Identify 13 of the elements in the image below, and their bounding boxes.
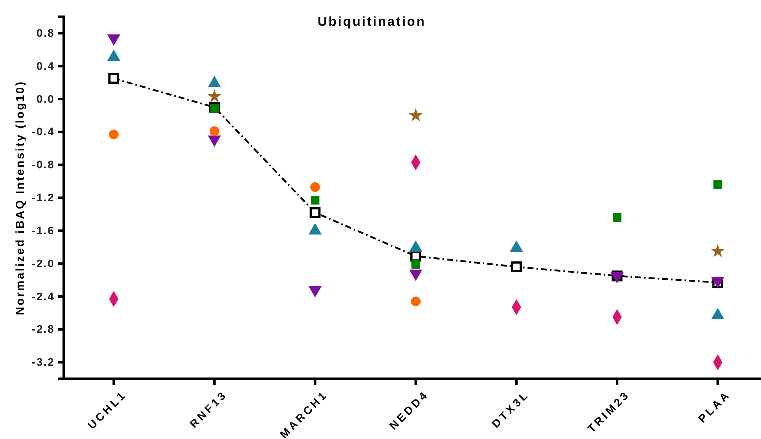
y-tick-label: -2.4 — [32, 291, 55, 304]
y-tick-label: -3.2 — [32, 357, 55, 370]
y-tick-label: -2.0 — [32, 258, 55, 270]
y-tick-label: -0.8 — [32, 160, 55, 172]
y-tick-label: -1.2 — [32, 192, 55, 205]
y-tick-label: 0.4 — [36, 60, 55, 73]
y-tick-label: -2.8 — [32, 324, 55, 336]
y-axis-title: Normalized iBAQ Intensity (log10) — [15, 80, 27, 316]
y-tick-label: 0.0 — [36, 94, 55, 106]
y-tick-label: -1.6 — [32, 225, 55, 238]
y-tick-label: 0.8 — [36, 28, 55, 40]
y-tick-label: -0.4 — [32, 126, 55, 139]
chart-title: Ubiquitination — [318, 14, 426, 29]
